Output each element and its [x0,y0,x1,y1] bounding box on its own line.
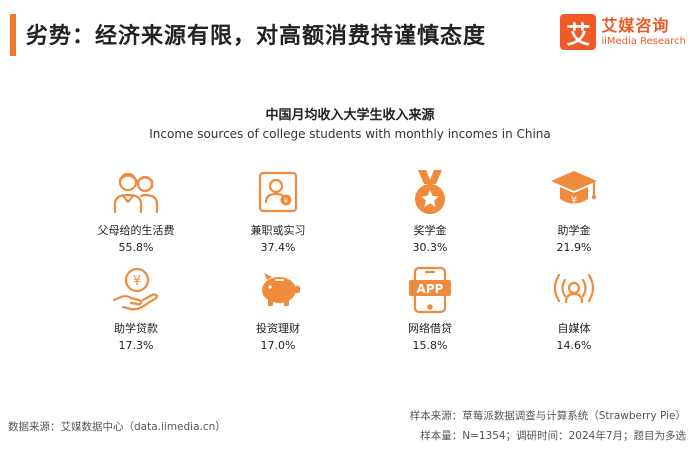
piggy-bank-icon [218,266,338,314]
item-value: 37.4% [260,241,296,254]
item-label: 投资理财 [256,322,300,335]
brand-name-cn: 艾媒咨询 [601,15,670,35]
svg-text:APP: APP [417,282,444,296]
item-label: 奖学金 [413,224,447,237]
broadcaster-icon [514,266,634,314]
income-source-item: ¥ 助学贷款 17.3% [76,266,196,353]
income-source-item: 奖学金 30.3% [370,168,490,255]
income-source-item: APP 网络借贷 15.8% [370,266,490,353]
page-title: 劣势：经济来源有限，对高额消费持谨慎态度 [26,24,487,49]
item-value: 14.6% [556,339,592,352]
brand-name-en: iiMedia Research [601,35,686,47]
item-value: 21.9% [556,241,592,254]
sample-info-note: 样本量：N=1354；调研时间：2024年7月；题目为多选 [420,430,686,442]
item-label: 自媒体 [557,322,591,335]
id-badge-icon: ¥ [218,168,338,216]
income-source-item: 投资理财 17.0% [218,266,338,353]
item-label: 网络借贷 [408,322,452,335]
income-source-item: 自媒体 14.6% [514,266,634,353]
brand-logo-group: 艾 艾媒咨询 iiMedia Research [560,14,686,50]
header-accent-bar [10,14,16,56]
item-label: 父母给的生活费 [97,224,175,237]
svg-text:¥: ¥ [133,274,141,289]
svg-text:¥: ¥ [571,195,577,206]
income-source-item: ¥ 兼职或实习 37.4% [218,168,338,255]
data-source-note: 数据来源：艾媒数据中心（data.iimedia.cn） [8,421,226,433]
brand-logo-icon: 艾 [560,14,597,50]
item-value: 17.0% [260,339,296,352]
income-source-item: ¥ 助学金 21.9% [514,168,634,255]
hand-coin-icon: ¥ [76,266,196,314]
brand-text: 艾媒咨询 iiMedia Research [601,15,686,48]
svg-text:¥: ¥ [284,197,289,205]
chart-subtitle: Income sources of college students with … [149,127,551,141]
item-label: 兼职或实习 [250,224,306,237]
parents-icon [76,168,196,216]
graduation-cap-icon: ¥ [514,168,634,216]
item-value: 55.8% [118,241,154,254]
item-label: 助学贷款 [114,322,158,335]
income-source-item: 父母给的生活费 55.8% [76,168,196,255]
chart-title: 中国月均收入大学生收入来源 [265,108,435,123]
item-value: 30.3% [412,241,448,254]
medal-icon [370,168,490,216]
item-value: 17.3% [118,339,154,352]
item-value: 15.8% [412,339,448,352]
sample-source-note: 样本来源：草莓派数据调查与计算系统（Strawberry Pie） [409,410,686,422]
item-label: 助学金 [557,224,591,237]
app-phone-icon: APP [370,266,490,314]
